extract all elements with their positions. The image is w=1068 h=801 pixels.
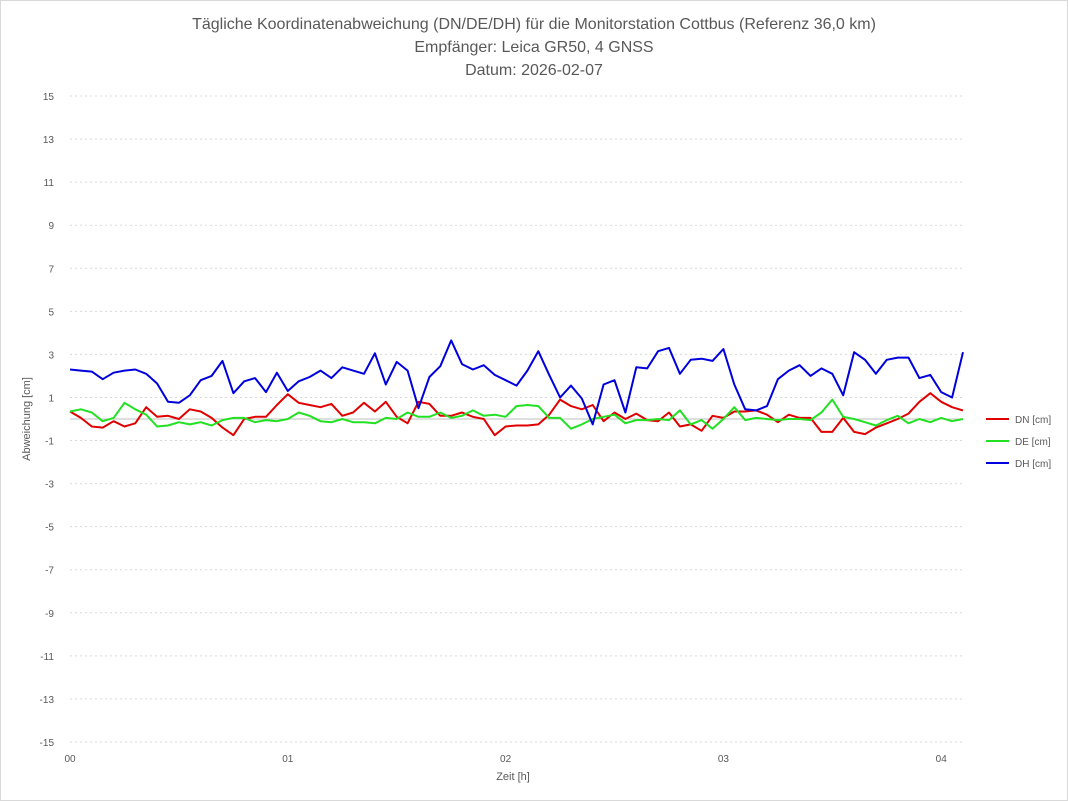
series-line-dn xyxy=(69,392,964,437)
y-tick-label: -11 xyxy=(40,652,54,663)
grid-lines xyxy=(70,95,963,743)
y-tick-label: 9 xyxy=(48,221,54,232)
y-tick-label: 3 xyxy=(48,350,54,361)
y-tick-label: 5 xyxy=(48,307,54,318)
x-tick-label: 01 xyxy=(282,754,294,765)
x-tick-label: 03 xyxy=(718,754,730,765)
y-tick-label: 7 xyxy=(48,264,54,275)
x-axis-ticks: 00 01 02 03 04 xyxy=(64,754,947,765)
title-line-1: Tägliche Koordinatenabweichung (DN/DE/DH… xyxy=(192,16,876,33)
legend-label-dh: DH [cm] xyxy=(1015,459,1051,470)
y-tick-label: 13 xyxy=(43,135,55,146)
y-tick-label: -15 xyxy=(40,738,55,749)
x-tick-label: 04 xyxy=(936,754,948,765)
series-group xyxy=(69,339,964,437)
chart-title: Tägliche Koordinatenabweichung (DN/DE/DH… xyxy=(192,16,876,79)
y-tick-label: -1 xyxy=(45,437,54,448)
legend: DN [cm] DE [cm] DH [cm] xyxy=(986,415,1051,470)
y-tick-label: 11 xyxy=(44,178,55,189)
y-tick-label: -5 xyxy=(45,523,54,534)
x-axis-label: Zeit [h] xyxy=(496,771,530,783)
y-axis-ticks: 15 13 11 9 7 5 3 1 -1 -3 -5 -7 -9 -11 -13 -15 xyxy=(40,92,55,749)
y-axis-label: Abweichung [cm] xyxy=(21,377,33,461)
title-line-2: Empfänger: Leica GR50, 4 GNSS xyxy=(414,39,653,56)
y-tick-label: 15 xyxy=(43,92,55,103)
x-tick-label: 02 xyxy=(500,754,512,765)
y-tick-label: 1 xyxy=(48,393,54,404)
y-tick-label: -3 xyxy=(45,480,54,491)
series-line-dh xyxy=(69,339,964,426)
x-tick-label: 00 xyxy=(64,754,76,765)
y-tick-label: -13 xyxy=(40,695,55,706)
y-tick-label: -9 xyxy=(45,609,54,620)
legend-label-de: DE [cm] xyxy=(1015,437,1051,448)
series-line-de xyxy=(69,398,964,430)
legend-label-dn: DN [cm] xyxy=(1015,415,1051,426)
title-line-3: Datum: 2026-02-07 xyxy=(465,62,603,79)
y-tick-label: -7 xyxy=(45,566,54,577)
